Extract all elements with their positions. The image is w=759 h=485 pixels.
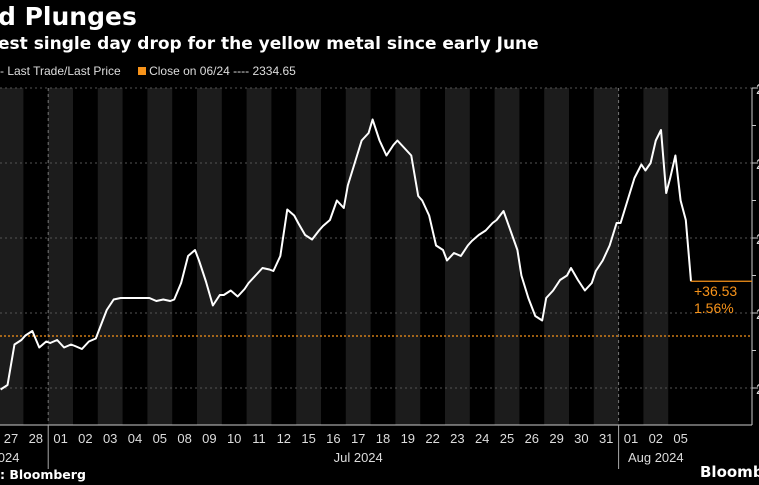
- chart-title: d Plunges: [0, 2, 137, 31]
- day-band: [147, 88, 173, 425]
- day-band: [593, 88, 619, 425]
- x-tick-label: 10: [227, 431, 241, 446]
- y-tick-label: 2500: [756, 81, 759, 98]
- x-tick-label: 12: [277, 431, 291, 446]
- month-label: Jul 2024: [334, 450, 383, 465]
- x-tick-label: 26: [525, 431, 539, 446]
- legend-close-label: Close on 06/24 ---- 2334.65: [149, 64, 296, 78]
- legend-close-swatch: [138, 67, 147, 75]
- percent-annotation: 1.56%: [694, 300, 734, 316]
- x-tick-label: 19: [401, 431, 415, 446]
- x-tick-label: 04: [128, 431, 142, 446]
- x-tick-label: 02: [649, 431, 663, 446]
- y-tick-label: 2350: [756, 306, 759, 323]
- price-line: [0, 118, 692, 391]
- day-band: [48, 88, 73, 425]
- y-tick-label: 2400: [756, 231, 759, 248]
- x-tick-label: 29: [549, 431, 563, 446]
- day-band: [0, 88, 24, 425]
- source-note: : Bloomberg: [0, 467, 86, 482]
- x-tick-label: 17: [351, 431, 365, 446]
- month-label: 2024: [0, 450, 19, 465]
- day-band: [197, 88, 222, 425]
- legend: - Last Trade/Last Price Close on 06/24 -…: [0, 64, 296, 78]
- change-annotation: +36.53: [694, 283, 737, 299]
- x-tick-label: 11: [252, 431, 266, 446]
- x-tick-label: 31: [599, 431, 613, 446]
- y-tick-label: 2300: [756, 381, 759, 398]
- x-tick-label: 03: [103, 431, 117, 446]
- x-tick-label: 24: [475, 431, 489, 446]
- day-band: [445, 88, 470, 425]
- day-band: [296, 88, 321, 425]
- x-tick-label: 01: [624, 431, 638, 446]
- day-band: [395, 88, 421, 425]
- x-tick-label: 23: [450, 431, 464, 446]
- x-tick-label: 18: [376, 431, 390, 446]
- x-tick-label: 16: [326, 431, 340, 446]
- x-tick-label: 27: [4, 431, 18, 446]
- x-tick-label: 28: [29, 431, 43, 446]
- y-tick-label: 2450: [756, 156, 759, 173]
- day-band: [494, 88, 520, 425]
- legend-series-label: - Last Trade/Last Price: [0, 64, 121, 78]
- day-band: [97, 88, 123, 425]
- x-tick-label: 15: [301, 431, 315, 446]
- x-tick-label: 05: [153, 431, 167, 446]
- day-band: [246, 88, 272, 425]
- x-tick-label: 25: [500, 431, 514, 446]
- x-tick-label: 02: [78, 431, 92, 446]
- x-tick-label: 01: [53, 431, 67, 446]
- x-tick-label: 05: [673, 431, 687, 446]
- chart-subtitle: est single day drop for the yellow metal…: [0, 34, 539, 54]
- x-tick-label: 08: [177, 431, 191, 446]
- bloomberg-logo: Bloomb: [700, 463, 759, 481]
- x-tick-label: 22: [425, 431, 439, 446]
- day-band: [345, 88, 371, 425]
- day-band: [544, 88, 569, 425]
- month-label: Aug 2024: [628, 450, 684, 465]
- x-tick-label: 09: [202, 431, 216, 446]
- x-tick-label: 30: [574, 431, 588, 446]
